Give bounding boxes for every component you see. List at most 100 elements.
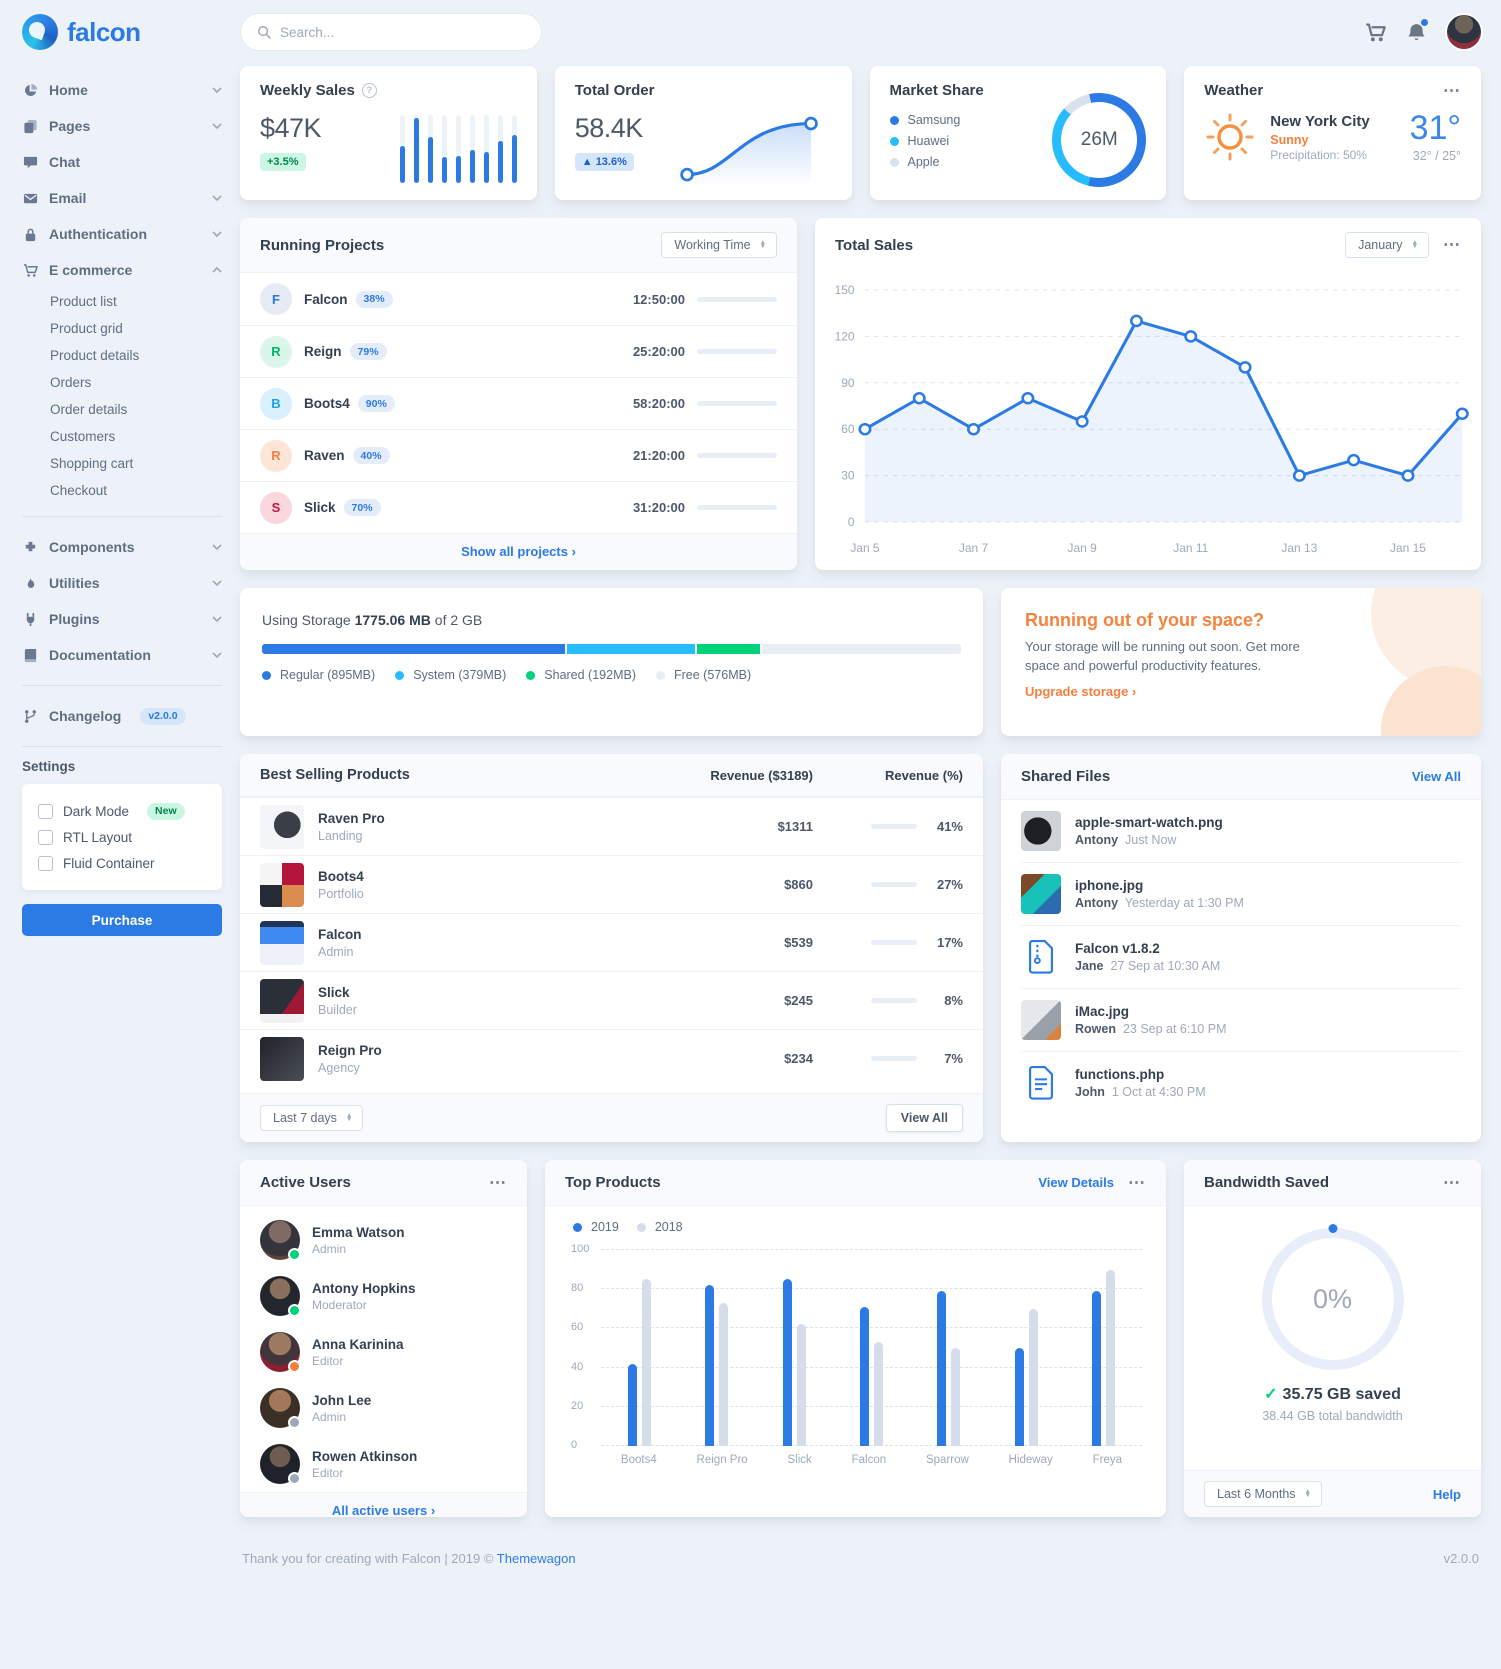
sidebar-item-authentication[interactable]: Authentication: [22, 216, 222, 252]
ellipsis-menu-icon[interactable]: ⋯: [489, 1172, 507, 1192]
sidebar-item-product-list[interactable]: Product list: [50, 294, 117, 309]
sidebar-item-product-details[interactable]: Product details: [50, 348, 140, 363]
search-box[interactable]: [240, 13, 542, 51]
decorative-shape: [1381, 666, 1481, 736]
cart-icon[interactable]: [1365, 22, 1386, 43]
themewagon-link[interactable]: Themewagon: [496, 1551, 576, 1566]
checkbox-icon[interactable]: [38, 829, 53, 845]
svg-text:90: 90: [841, 377, 855, 390]
project-name[interactable]: Boots4: [304, 396, 350, 411]
sidebar-item-utilities[interactable]: Utilities: [22, 565, 222, 601]
last-6-months-select[interactable]: Last 6 Months ▲ ▼: [1204, 1481, 1322, 1507]
checkbox-icon[interactable]: [38, 803, 53, 819]
user-name[interactable]: Anna Karinina: [312, 1336, 404, 1352]
view-all-link[interactable]: View All: [1411, 769, 1461, 784]
sidebar-item-ecommerce[interactable]: E commerce: [22, 252, 222, 288]
sidebar-item-product-grid[interactable]: Product grid: [50, 321, 123, 336]
fluid-container-checkbox[interactable]: Fluid Container: [38, 850, 206, 876]
product-name[interactable]: Boots4: [318, 868, 364, 884]
sidebar-item-email[interactable]: Email: [22, 180, 222, 216]
project-progress: [697, 401, 777, 406]
legend-dot: [889, 157, 899, 167]
ellipsis-menu-icon[interactable]: ⋯: [1443, 80, 1461, 100]
product-row: Falcon Admin $539 17%: [240, 913, 983, 971]
user-name[interactable]: Emma Watson: [312, 1224, 405, 1240]
user-item: Emma Watson Admin: [240, 1212, 527, 1268]
brand-logo[interactable]: falcon: [22, 14, 222, 50]
file-item[interactable]: functions.php John 1 Oct at 4:30 PM: [1021, 1051, 1461, 1114]
total-order-badge: ▲ 13.6%: [574, 153, 634, 171]
sidebar-item-customers[interactable]: Customers: [50, 429, 116, 444]
last-7-days-select[interactable]: Last 7 days ▲ ▼: [260, 1105, 364, 1131]
ellipsis-menu-icon[interactable]: ⋯: [1443, 235, 1461, 254]
sidebar-item-plugins[interactable]: Plugins: [22, 601, 222, 637]
product-pct: 7%: [944, 1051, 963, 1066]
sidebar-item-order-details[interactable]: Order details: [50, 402, 128, 417]
sidebar-item-pages[interactable]: Pages: [22, 108, 222, 144]
working-time-select[interactable]: Working Time ▲ ▼: [661, 232, 777, 258]
month-select[interactable]: January ▲ ▼: [1345, 232, 1429, 258]
chevron-up-icon: [212, 267, 222, 273]
user-name[interactable]: John Lee: [312, 1392, 372, 1408]
show-all-projects-link[interactable]: Show all projects ›: [461, 544, 576, 559]
sidebar-item-checkout[interactable]: Checkout: [50, 483, 108, 498]
sidebar-item-changelog[interactable]: Changelog v2.0.0: [22, 698, 222, 734]
project-name[interactable]: Raven: [304, 448, 345, 463]
dark-mode-checkbox[interactable]: Dark Mode New: [38, 798, 206, 824]
project-progress: [697, 349, 777, 354]
market-share-card: Market Share Samsung Huawei Apple 26M: [869, 66, 1167, 200]
user-role: Moderator: [312, 1297, 367, 1312]
file-item[interactable]: apple-smart-watch.png Antony Just Now: [1021, 800, 1461, 862]
products-files-row: Best Selling Products Revenue ($3189) Re…: [240, 754, 1481, 1142]
chevron-down-icon: [212, 616, 222, 622]
projects-sales-row: Running Projects Working Time ▲ ▼ F Falco…: [240, 218, 1481, 570]
svg-text:Jan 13: Jan 13: [1281, 542, 1317, 555]
ellipsis-menu-icon[interactable]: ⋯: [1128, 1172, 1146, 1192]
help-link[interactable]: Help: [1432, 1486, 1461, 1502]
product-name[interactable]: Slick: [318, 984, 350, 1000]
revenue-progress: [871, 1056, 917, 1061]
chart-pie-icon: [22, 83, 38, 98]
sidebar-item-shopping-cart[interactable]: Shopping cart: [50, 456, 134, 471]
search-input[interactable]: [280, 24, 525, 40]
project-name[interactable]: Slick: [304, 500, 336, 515]
weekly-sales-badge: +3.5%: [260, 153, 306, 171]
all-active-users-link[interactable]: All active users ›: [331, 1503, 436, 1517]
purchase-button[interactable]: Purchase: [22, 904, 222, 936]
chevron-down-icon: [212, 195, 222, 201]
user-name[interactable]: Antony Hopkins: [312, 1280, 416, 1296]
best-selling-title: Best Selling Products: [260, 767, 410, 783]
product-name[interactable]: Falcon: [318, 926, 362, 942]
sidebar-item-documentation[interactable]: Documentation: [22, 637, 222, 673]
project-name[interactable]: Falcon: [304, 291, 348, 307]
file-thumbnail: [1021, 874, 1061, 914]
storage-legend: Regular (895MB) System (379MB) Shared (1…: [262, 668, 961, 682]
checkbox-icon[interactable]: [38, 855, 53, 871]
file-item[interactable]: iphone.jpg Antony Yesterday at 1:30 PM: [1021, 862, 1461, 925]
rtl-layout-checkbox[interactable]: RTL Layout: [38, 824, 206, 850]
sidebar-item-chat[interactable]: Chat: [22, 144, 222, 180]
view-all-button[interactable]: View All: [885, 1104, 963, 1132]
bell-icon[interactable]: [1406, 17, 1429, 43]
product-category: Agency: [318, 1060, 360, 1075]
upgrade-storage-link[interactable]: Upgrade storage ›: [1025, 683, 1137, 699]
file-item[interactable]: iMac.jpg Rowen 23 Sep at 6:10 PM: [1021, 988, 1461, 1051]
zip-file-icon: [1021, 937, 1061, 977]
market-share-value: 26M: [1080, 129, 1118, 150]
sidebar-item-home[interactable]: Home: [22, 72, 222, 108]
user-avatar[interactable]: [1447, 15, 1481, 49]
help-circle-icon[interactable]: ?: [361, 83, 377, 98]
file-thumbnail: [1021, 1000, 1061, 1040]
product-category: Portfolio: [318, 886, 364, 901]
user-name[interactable]: Rowen Atkinson: [312, 1448, 418, 1464]
sidebar-item-orders[interactable]: Orders: [50, 375, 92, 390]
project-name[interactable]: Reign: [304, 344, 342, 359]
product-name[interactable]: Raven Pro: [318, 810, 385, 826]
ellipsis-menu-icon[interactable]: ⋯: [1443, 1172, 1461, 1192]
sidebar-item-components[interactable]: Components: [22, 529, 222, 565]
puzzle-icon: [22, 540, 38, 555]
file-item[interactable]: Falcon v1.8.2 Jane 27 Sep at 10:30 AM: [1021, 925, 1461, 988]
product-name[interactable]: Reign Pro: [318, 1042, 382, 1058]
project-row: B Boots4 90% 58:20:00: [240, 377, 797, 429]
view-details-link[interactable]: View Details: [1038, 1175, 1114, 1190]
